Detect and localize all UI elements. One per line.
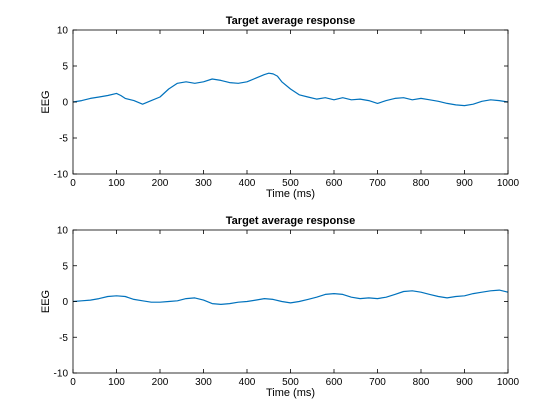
y-tick-label: -10: [54, 369, 69, 380]
x-tick-label: 100: [108, 178, 125, 189]
y-axis-label: EEG: [40, 90, 52, 113]
x-tick-label: 900: [456, 178, 473, 189]
x-tick-label: 1000: [497, 178, 520, 189]
x-tick-label: 0: [70, 178, 76, 189]
x-axis-label: Time (ms): [266, 188, 315, 200]
y-tick-label: -5: [59, 333, 68, 344]
y-tick-label: 10: [57, 26, 69, 37]
x-tick-label: 0: [70, 377, 76, 388]
x-tick-label: 400: [239, 178, 256, 189]
y-tick-label: 0: [62, 98, 68, 109]
x-tick-label: 300: [195, 377, 212, 388]
y-tick-label: 5: [62, 261, 68, 272]
x-tick-label: 700: [369, 178, 386, 189]
y-tick-label: 10: [57, 226, 69, 237]
subplot-top: 0 100 200 300 400 500 600 700 800 900 1000-10-5051…: [40, 15, 520, 200]
series-line: [73, 73, 508, 105]
x-tick-label: 800: [413, 178, 430, 189]
x-tick-label: 1000: [497, 377, 520, 388]
chart-title: Target average response: [226, 15, 355, 27]
x-tick-label: 700: [369, 377, 386, 388]
y-tick-label: -10: [54, 170, 69, 181]
x-tick-label: 100: [108, 377, 125, 388]
x-tick-label: 200: [152, 178, 169, 189]
y-axis-label: EEG: [40, 290, 52, 313]
x-tick-label: 600: [326, 178, 343, 189]
series-line: [73, 290, 508, 304]
x-tick-label: 900: [456, 377, 473, 388]
x-tick-label: 600: [326, 377, 343, 388]
axes-box: [73, 230, 508, 373]
y-tick-label: 0: [62, 297, 68, 308]
subplot-bottom: 0 100 200 300 400 500 600 700 800 900 1000-10-5051…: [40, 215, 520, 399]
x-tick-label: 400: [239, 377, 256, 388]
x-tick-label: 300: [195, 178, 212, 189]
chart-title: Target average response: [226, 215, 355, 227]
y-tick-label: 5: [62, 62, 68, 73]
x-axis-label: Time (ms): [266, 387, 315, 399]
y-tick-label: -5: [59, 134, 68, 145]
x-tick-label: 800: [413, 377, 430, 388]
x-tick-label: 200: [152, 377, 169, 388]
